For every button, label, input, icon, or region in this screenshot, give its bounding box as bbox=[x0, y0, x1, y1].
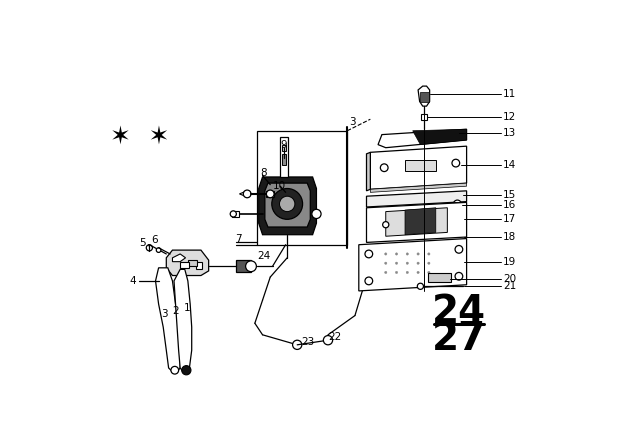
Circle shape bbox=[428, 262, 430, 264]
Circle shape bbox=[156, 248, 161, 252]
Bar bbox=[282, 154, 287, 165]
Circle shape bbox=[365, 277, 372, 285]
Circle shape bbox=[385, 253, 387, 255]
Polygon shape bbox=[239, 191, 251, 197]
Polygon shape bbox=[367, 191, 467, 207]
Bar bbox=[421, 114, 428, 120]
Text: 23: 23 bbox=[301, 337, 314, 347]
Text: 24: 24 bbox=[257, 250, 271, 260]
Text: 4: 4 bbox=[129, 276, 136, 286]
Polygon shape bbox=[378, 129, 467, 148]
Polygon shape bbox=[232, 211, 239, 217]
Polygon shape bbox=[266, 191, 274, 197]
Text: 24: 24 bbox=[432, 293, 486, 331]
Circle shape bbox=[452, 159, 460, 167]
Circle shape bbox=[396, 253, 397, 255]
Circle shape bbox=[417, 271, 419, 274]
Circle shape bbox=[292, 340, 302, 349]
Polygon shape bbox=[174, 269, 192, 372]
Bar bbox=[280, 137, 288, 177]
Polygon shape bbox=[405, 208, 436, 235]
Text: 2: 2 bbox=[172, 306, 179, 316]
Polygon shape bbox=[367, 152, 371, 191]
Polygon shape bbox=[257, 131, 348, 245]
Text: 8: 8 bbox=[260, 168, 267, 178]
Polygon shape bbox=[413, 129, 467, 145]
Text: 1: 1 bbox=[184, 303, 191, 313]
Polygon shape bbox=[166, 250, 209, 276]
Polygon shape bbox=[371, 146, 467, 189]
Bar bbox=[188, 260, 197, 266]
Circle shape bbox=[417, 283, 424, 289]
Text: 15: 15 bbox=[503, 190, 516, 200]
Bar bbox=[282, 145, 287, 151]
Circle shape bbox=[385, 271, 387, 274]
Text: 13: 13 bbox=[503, 128, 516, 138]
Circle shape bbox=[243, 190, 251, 198]
Bar bbox=[180, 262, 189, 268]
Circle shape bbox=[406, 253, 408, 255]
Bar bbox=[196, 262, 202, 269]
Polygon shape bbox=[156, 268, 180, 372]
Circle shape bbox=[266, 190, 274, 198]
Circle shape bbox=[455, 246, 463, 253]
Circle shape bbox=[182, 366, 191, 375]
Circle shape bbox=[428, 253, 430, 255]
Circle shape bbox=[171, 366, 179, 374]
Circle shape bbox=[383, 222, 389, 228]
Text: 14: 14 bbox=[503, 159, 516, 170]
Circle shape bbox=[365, 250, 372, 258]
Bar bbox=[236, 260, 251, 272]
Polygon shape bbox=[420, 92, 429, 102]
Text: 11: 11 bbox=[503, 89, 516, 99]
Bar bbox=[405, 160, 436, 171]
Circle shape bbox=[396, 271, 397, 274]
Circle shape bbox=[272, 189, 303, 220]
Text: 20: 20 bbox=[503, 274, 516, 284]
Circle shape bbox=[280, 196, 295, 211]
Polygon shape bbox=[386, 208, 447, 236]
Polygon shape bbox=[172, 254, 186, 262]
Text: 5: 5 bbox=[140, 238, 146, 248]
Circle shape bbox=[147, 245, 152, 251]
Circle shape bbox=[454, 200, 461, 208]
Text: 3: 3 bbox=[349, 116, 356, 126]
Circle shape bbox=[396, 262, 397, 264]
Polygon shape bbox=[367, 202, 467, 242]
Text: 3: 3 bbox=[161, 309, 168, 319]
Text: 27: 27 bbox=[432, 320, 486, 358]
Circle shape bbox=[246, 261, 257, 271]
Bar bbox=[454, 202, 460, 206]
Polygon shape bbox=[259, 177, 316, 235]
Circle shape bbox=[417, 253, 419, 255]
Circle shape bbox=[428, 271, 430, 274]
Circle shape bbox=[323, 336, 333, 345]
Polygon shape bbox=[265, 183, 310, 227]
Text: 17: 17 bbox=[503, 214, 516, 224]
Text: 18: 18 bbox=[503, 232, 516, 242]
Text: 9: 9 bbox=[280, 140, 287, 150]
Polygon shape bbox=[359, 238, 467, 291]
Circle shape bbox=[417, 262, 419, 264]
Circle shape bbox=[312, 209, 321, 219]
Polygon shape bbox=[418, 86, 429, 106]
Text: ✶  ✶: ✶ ✶ bbox=[109, 125, 169, 149]
Circle shape bbox=[455, 272, 463, 280]
Text: 21: 21 bbox=[503, 281, 516, 291]
Text: 19: 19 bbox=[503, 257, 516, 267]
Text: 22: 22 bbox=[328, 332, 341, 342]
Text: 7: 7 bbox=[236, 233, 242, 244]
Circle shape bbox=[406, 262, 408, 264]
Text: 16: 16 bbox=[503, 200, 516, 210]
Text: 10: 10 bbox=[273, 181, 285, 191]
Polygon shape bbox=[371, 183, 467, 192]
Text: 12: 12 bbox=[503, 112, 516, 122]
Bar bbox=[428, 273, 451, 282]
Circle shape bbox=[385, 262, 387, 264]
Text: 6: 6 bbox=[151, 235, 157, 245]
Circle shape bbox=[406, 271, 408, 274]
Circle shape bbox=[230, 211, 236, 217]
Circle shape bbox=[380, 164, 388, 172]
